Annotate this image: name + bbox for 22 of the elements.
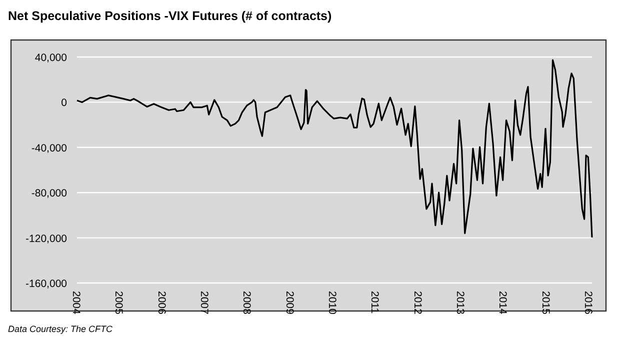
x-tick-label: 2009 [283,291,296,315]
x-tick-label: 2014 [496,291,509,315]
x-tick-label: 2004 [70,291,82,315]
y-tick-label: -40,000 [31,142,68,154]
y-tick-label: -160,000 [26,278,68,290]
y-tick-label: 40,000 [34,52,68,64]
x-tick-label: 2016 [582,291,594,315]
x-tick-label: 2006 [155,291,168,315]
chart-title: Net Speculative Positions -VIX Futures (# of contracts) [8,9,332,23]
y-tick-label: -120,000 [26,232,68,245]
y-tick-label: 0 [61,97,68,110]
line-series [76,59,593,238]
text: Data Courtesy: The CFTC [8,324,114,334]
x-tick-label: 2013 [454,291,466,315]
x-tick-label: 2015 [539,291,552,315]
x-tick-label: 2008 [240,291,253,315]
x-tick-label: 2005 [112,291,125,315]
y-tick-label: -80,000 [31,188,68,200]
x-tick-label: 2010 [326,291,338,315]
x-tick-label: 2012 [411,291,424,315]
x-tick-label: 2007 [198,291,210,315]
x-tick-label: 2011 [368,291,381,314]
